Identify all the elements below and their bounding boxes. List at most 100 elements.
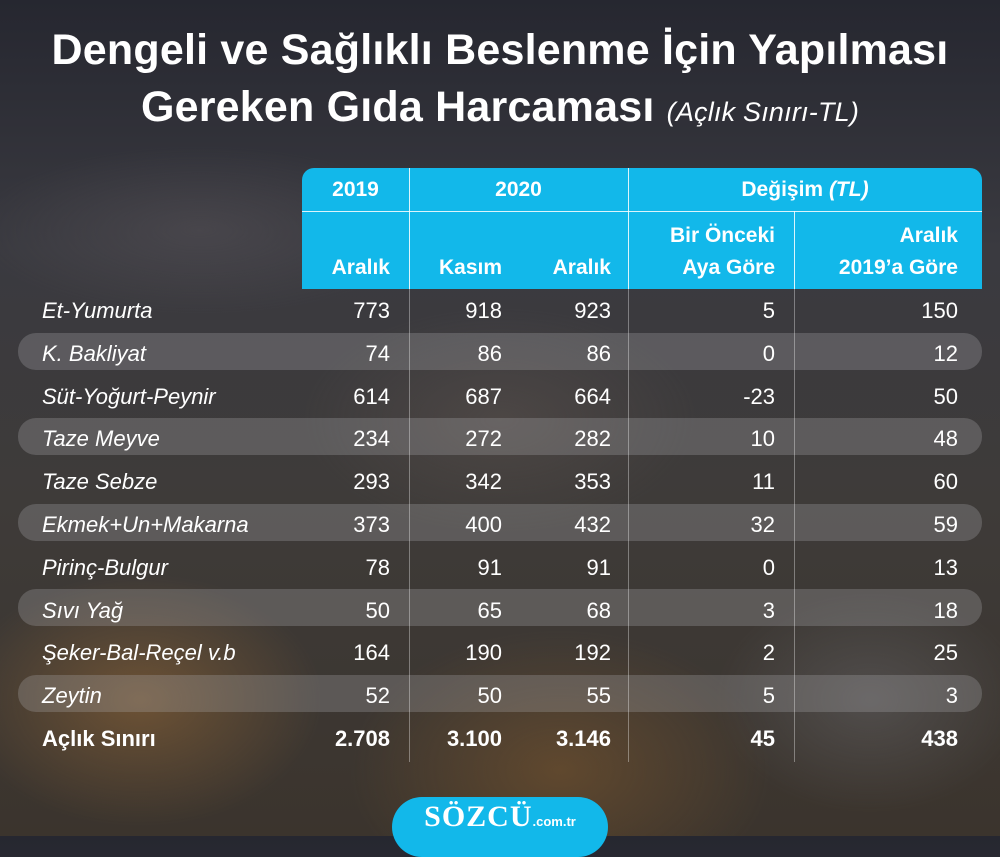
table-cell: 150 (921, 298, 958, 323)
header-col-aralik-2019: Aralık (331, 256, 390, 279)
chart-title: Dengeli ve Sağlıklı Beslenme İçin Yapılm… (0, 22, 1000, 141)
header-divider-3 (794, 211, 795, 289)
row-label: Taze Meyve (42, 426, 160, 452)
table-cell: 5 (762, 298, 775, 323)
total-cell: 438 (921, 726, 958, 751)
column-divider (628, 289, 629, 762)
table-cell: 50 (933, 383, 958, 409)
table-cell: 55 (586, 683, 611, 709)
row-label: Süt-Yoğurt-Peynir (42, 383, 216, 409)
column-divider (794, 289, 795, 762)
total-cell: 3.146 (555, 726, 611, 751)
total-label: Açlık Sınırı (42, 726, 156, 751)
row-label: Ekmek+Un+Makarna (42, 512, 249, 537)
row-label: Şeker-Bal-Reçel v.b (42, 640, 236, 666)
table-cell: 923 (574, 298, 611, 323)
table-cell: 293 (353, 469, 390, 495)
table-cell: 25 (933, 640, 958, 666)
table-row: K. Bakliyat 74 86 86 0 12 (0, 332, 1000, 374)
table-cell: 3 (945, 683, 958, 709)
table-row: Taze Sebze 293 342 353 11 60 (0, 460, 1000, 502)
table-row: Sıvı Yağ 50 65 68 3 18 (0, 589, 1000, 631)
table-cell: 12 (933, 340, 958, 366)
table-cell: 13 (933, 554, 958, 580)
table-cell: 50 (365, 597, 390, 623)
header-col-vs-2019-line2: 2019’a Göre (838, 256, 958, 279)
row-label: Sıvı Yağ (42, 597, 124, 623)
table-cell: 18 (933, 597, 958, 623)
table-cell: 59 (933, 512, 958, 537)
title-subtitle: (Açlık Sınırı-TL) (666, 97, 860, 127)
row-stripe (18, 589, 982, 626)
header-col-prev-month-line2: Aya Göre (682, 256, 775, 279)
table-cell: 68 (586, 597, 611, 623)
row-stripe (18, 504, 982, 541)
table-row: Zeytin 52 50 55 5 3 (0, 674, 1000, 716)
table-cell: 164 (353, 640, 390, 666)
table-row: Şeker-Bal-Reçel v.b 164 190 192 2 25 (0, 631, 1000, 673)
header-year-2020: 2020 (495, 178, 542, 201)
header-col-vs-2019-line1: Aralık (899, 224, 958, 247)
header-col-prev-month-line1: Bir Önceki (669, 224, 775, 247)
table-cell: 234 (353, 426, 390, 452)
total-cell: 3.100 (446, 726, 502, 751)
table-cell: 400 (465, 512, 502, 537)
table-cell: 353 (574, 469, 611, 495)
table-cell: 52 (365, 683, 390, 709)
table-cell: 190 (465, 640, 502, 666)
title-line-2: Gereken Gıda Harcaması (Açlık Sınırı-TL) (0, 79, 1000, 141)
row-label: Zeytin (42, 683, 102, 709)
table-cell: 192 (574, 640, 611, 666)
table-cell: 664 (574, 383, 611, 409)
table-cell: 91 (477, 554, 502, 580)
table-header-background (302, 168, 982, 289)
table-cell: 0 (762, 340, 775, 366)
table-cell: 773 (353, 298, 390, 323)
table-cell: 11 (752, 469, 775, 495)
table-cell: 60 (933, 469, 958, 495)
header-divider-2 (628, 168, 629, 289)
table-cell: 687 (465, 383, 502, 409)
table-cell: 272 (465, 426, 502, 452)
table-cell: 0 (762, 554, 775, 580)
header-change-label: Değişim (741, 178, 824, 201)
table-row: Taze Meyve 234 272 282 10 48 (0, 417, 1000, 459)
table-cell: 5 (762, 683, 775, 709)
table-cell: 918 (465, 298, 502, 323)
table-row: Ekmek+Un+Makarna 373 400 432 32 59 (0, 503, 1000, 545)
table-cell: 614 (353, 383, 390, 409)
logo-brand: SÖZCÜ (424, 800, 533, 833)
header-col-vs-2019: Aralık 2019’a Göre (839, 220, 958, 284)
table-cell: 86 (477, 340, 502, 366)
table-cell: 10 (750, 426, 775, 452)
table-cell: 91 (586, 554, 611, 580)
row-label: Taze Sebze (42, 469, 158, 495)
header-divider-horizontal (302, 211, 982, 212)
table-cell: 50 (477, 683, 502, 709)
table-cell: 373 (353, 512, 390, 537)
title-line-2-text: Gereken Gıda Harcaması (140, 83, 655, 131)
total-row: Açlık Sınırı 2.708 3.100 3.146 45 438 (0, 717, 1000, 759)
row-stripe (18, 333, 982, 370)
column-divider (409, 289, 410, 762)
table-cell: 86 (586, 340, 611, 366)
table-row: Et-Yumurta 773 918 923 5 150 (0, 289, 1000, 331)
table-row: Süt-Yoğurt-Peynir 614 687 664 -23 50 (0, 375, 1000, 417)
sozcu-logo: SÖZCÜ.com.tr (392, 797, 608, 857)
table-cell: 2 (762, 640, 775, 666)
table-cell: 65 (477, 597, 502, 623)
header-year-2019: 2019 (332, 178, 379, 201)
row-stripe (18, 418, 982, 455)
table-cell: 48 (933, 426, 958, 452)
row-label: Et-Yumurta (42, 298, 153, 323)
header-change-unit: (TL) (828, 178, 869, 201)
logo-domain: .com.tr (532, 814, 576, 829)
header-change: Değişim (TL) (628, 178, 982, 202)
row-label: K. Bakliyat (42, 340, 146, 366)
table-cell: 32 (750, 512, 775, 537)
table-cell: -23 (743, 383, 775, 409)
table-cell: 342 (465, 469, 502, 495)
header-col-kasim-2020: Kasım (438, 256, 502, 279)
table-row: Pirinç-Bulgur 78 91 91 0 13 (0, 546, 1000, 588)
table-cell: 74 (365, 340, 390, 366)
